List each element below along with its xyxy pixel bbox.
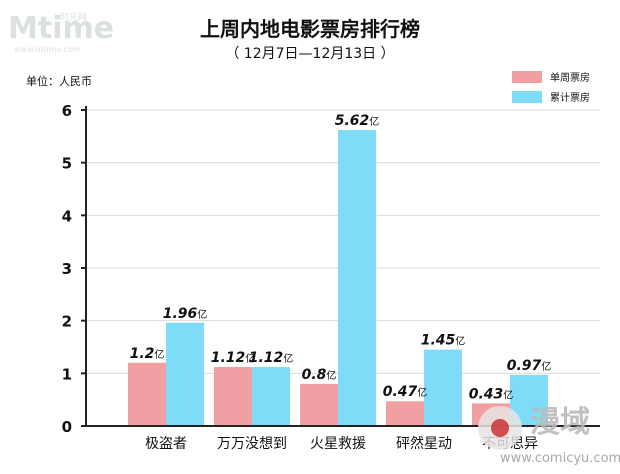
- comicyu-url: www.comicyu.com: [500, 451, 620, 466]
- legend-label-weekly: 单周票房: [550, 71, 590, 84]
- bar-weekly: [214, 367, 252, 426]
- unit-label: 单位：人民币: [26, 74, 92, 88]
- data-label-weekly: 0.8亿: [302, 367, 337, 383]
- comicyu-logo-dot: [491, 419, 509, 437]
- mtime-logo: Mtime: [8, 11, 114, 46]
- y-tick-label: 1: [62, 365, 72, 383]
- comicyu-watermark: 漫域 www.comicyu.com: [478, 405, 620, 466]
- bar-cumulative: [252, 367, 290, 426]
- data-label-weekly: 1.12亿: [211, 350, 256, 366]
- bar-weekly: [128, 362, 166, 426]
- mtime-watermark: Mtime 时光网 www.mtime.com: [8, 11, 114, 54]
- data-label-cumulative: 1.12亿: [249, 350, 294, 366]
- y-tick-label: 6: [62, 102, 72, 120]
- bars: [128, 130, 548, 426]
- y-tick-label: 4: [62, 207, 72, 225]
- data-label-cumulative: 1.96亿: [163, 306, 208, 322]
- mtime-cn: 时光网: [60, 11, 87, 23]
- data-label-weekly: 1.2亿: [130, 346, 165, 362]
- data-label-cumulative: 5.62亿: [335, 113, 380, 129]
- data-label-weekly: 0.47亿: [383, 384, 428, 400]
- legend-label-cumulative: 累计票房: [550, 91, 590, 104]
- bar-weekly: [300, 383, 338, 426]
- x-tick-label: 极盗者: [145, 436, 187, 452]
- bar-cumulative: [424, 349, 462, 426]
- y-tick-label: 2: [62, 313, 72, 331]
- legend-swatch-weekly: [512, 71, 542, 83]
- legend-swatch-cumulative: [512, 91, 542, 103]
- y-tick-label: 0: [62, 418, 72, 436]
- chart-subtitle: （ 12月7日—12月13日 ）: [225, 46, 394, 62]
- y-tick-label: 5: [62, 155, 72, 173]
- data-label-cumulative: 1.45亿: [421, 333, 466, 349]
- x-tick-label: 万万没想到: [217, 436, 287, 452]
- bar-cumulative: [166, 322, 204, 426]
- data-label-weekly: 0.43亿: [469, 386, 514, 402]
- comicyu-cn: 漫域: [530, 405, 590, 440]
- data-label-cumulative: 0.97亿: [507, 358, 552, 374]
- y-tick-label: 3: [62, 260, 72, 278]
- bar-cumulative: [338, 130, 376, 426]
- bar-weekly: [386, 401, 424, 426]
- legend: 单周票房 累计票房: [512, 71, 590, 104]
- x-tick-label: 火星救援: [310, 436, 366, 452]
- x-tick-label: 砰然星动: [396, 435, 452, 452]
- mtime-url: www.mtime.com: [14, 45, 81, 54]
- chart-title: 上周内地电影票房排行榜: [200, 17, 420, 41]
